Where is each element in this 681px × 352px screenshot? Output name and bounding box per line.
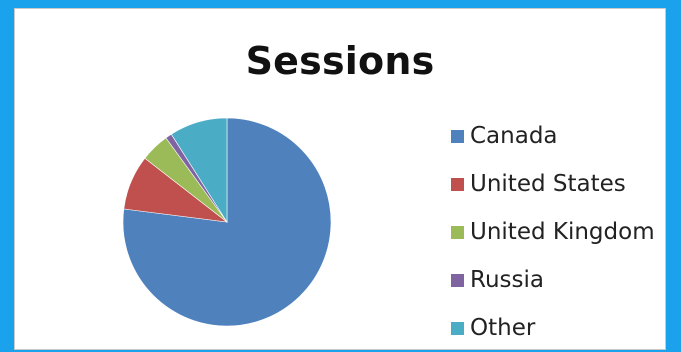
legend-item-united-states: United States xyxy=(451,160,671,208)
legend-label: Canada xyxy=(470,123,558,149)
pie-chart xyxy=(122,117,332,327)
chart-legend: Canada United States United Kingdom Russia O… xyxy=(451,112,671,352)
chart-title: Sessions xyxy=(245,39,435,83)
legend-swatch xyxy=(451,321,464,335)
legend-item-russia: Russia xyxy=(451,256,671,304)
legend-swatch xyxy=(451,225,464,239)
chart-frame: Sessions Canada United States United Kingd… xyxy=(14,8,666,350)
legend-label: Russia xyxy=(470,267,544,293)
legend-label: Other xyxy=(470,315,536,341)
legend-label: United States xyxy=(470,171,626,197)
legend-item-other: Other xyxy=(451,304,671,352)
legend-swatch xyxy=(451,273,464,287)
pie-slice-other xyxy=(170,117,228,224)
legend-item-canada: Canada xyxy=(451,112,671,160)
legend-item-united-kingdom: United Kingdom xyxy=(451,208,671,256)
legend-label: United Kingdom xyxy=(470,219,655,245)
legend-swatch xyxy=(451,177,464,191)
legend-swatch xyxy=(451,129,464,143)
